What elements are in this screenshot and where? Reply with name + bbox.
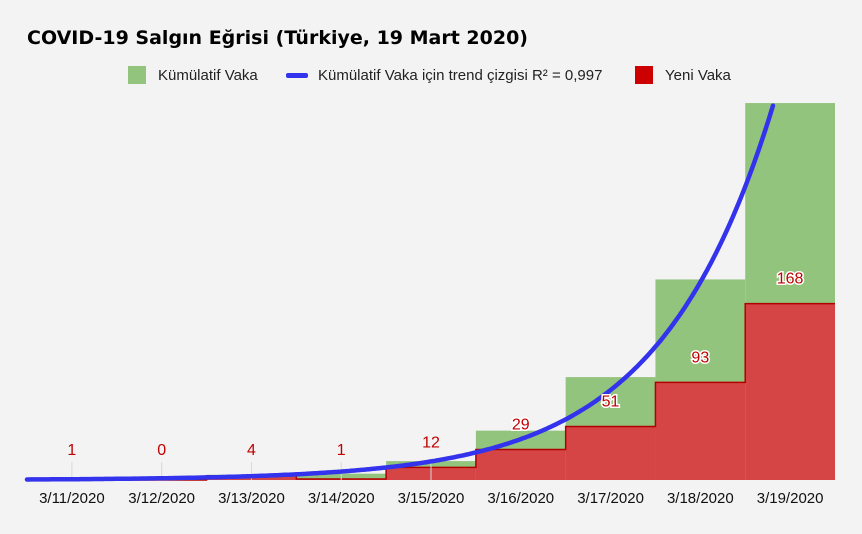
legend-label-new: Yeni Vaka <box>665 66 731 84</box>
legend: Kümülatif Vaka Kümülatif Vaka için trend… <box>0 64 862 86</box>
legend-item-trend: Kümülatif Vaka için trend çizgisi R² = 0… <box>286 64 602 86</box>
new-case-label: 51 <box>602 393 620 410</box>
legend-swatch-new <box>635 66 653 84</box>
new-case-label: 168 <box>777 271 804 288</box>
chart-title: COVID-19 Salgın Eğrisi (Türkiye, 19 Mart… <box>27 27 528 49</box>
x-tick-label: 3/19/2020 <box>757 490 824 507</box>
new-case-bar <box>745 303 835 480</box>
legend-swatch-trend <box>286 72 308 78</box>
legend-item-cumulative: Kümülatif Vaka <box>128 64 258 86</box>
x-tick-label: 3/15/2020 <box>398 490 465 507</box>
legend-label-trend: Kümülatif Vaka için trend çizgisi R² = 0… <box>318 66 603 84</box>
new-case-label: 4 <box>247 442 256 459</box>
new-case-label: 0 <box>157 442 166 459</box>
new-case-bar <box>475 449 566 480</box>
x-axis-group: 3/11/2020 3/12/2020 3/13/2020 3/14/2020 3/15… <box>39 490 823 507</box>
legend-swatch-cumulative <box>128 66 146 84</box>
new-case-label: 29 <box>512 417 530 434</box>
x-tick-label: 3/17/2020 <box>577 490 644 507</box>
new-area-group <box>26 302 835 481</box>
trend-line <box>24 103 776 482</box>
x-tick-label: 3/12/2020 <box>128 490 195 507</box>
new-case-label: 1 <box>67 442 76 459</box>
x-tick-label: 3/14/2020 <box>308 490 375 507</box>
new-case-label: 1 <box>337 442 346 459</box>
new-case-label: 12 <box>422 434 440 451</box>
data-labels-group: 1 0 4 1 12 29 51 93 168 <box>67 269 805 459</box>
x-tick-label: 3/18/2020 <box>667 490 734 507</box>
new-case-label: 93 <box>691 349 709 366</box>
legend-item-new: Yeni Vaka <box>635 64 731 86</box>
x-tick-label: 3/11/2020 <box>39 490 105 507</box>
new-case-bar <box>655 382 746 480</box>
trendline-group <box>24 103 776 482</box>
x-tick-label: 3/16/2020 <box>487 490 554 507</box>
x-tick-label: 3/13/2020 <box>218 490 285 507</box>
new-case-bar <box>565 426 656 480</box>
legend-label-cumulative: Kümülatif Vaka <box>158 66 258 84</box>
